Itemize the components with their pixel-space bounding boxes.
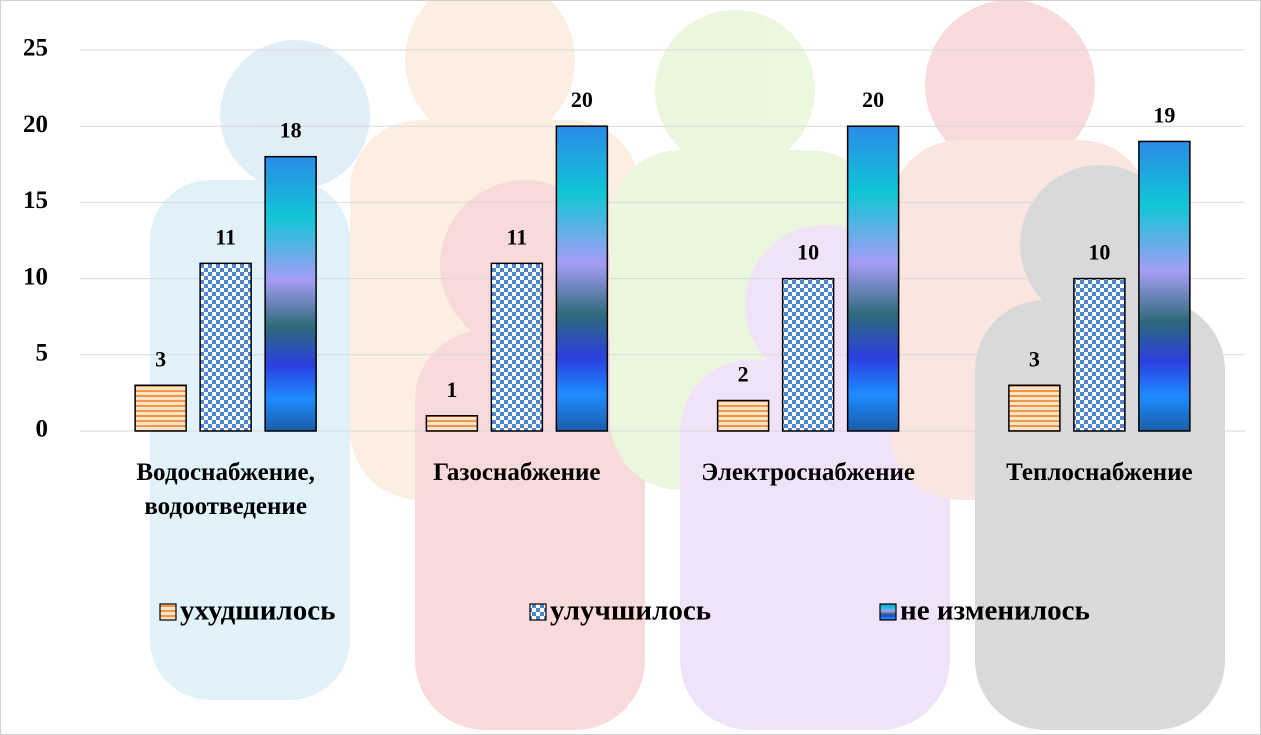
y-tick-label: 15 [23, 187, 48, 214]
data-label: 2 [738, 362, 749, 387]
data-label: 18 [280, 118, 302, 143]
x-tick-label: Теплоснабжение [1006, 459, 1193, 486]
bar [264, 155, 317, 432]
y-tick-label: 20 [23, 111, 48, 138]
bar [425, 415, 479, 432]
bar [846, 125, 900, 432]
legend-swatch [159, 603, 177, 621]
bar [781, 277, 835, 432]
x-tick-label: Водоснабжение, водоотведение [136, 459, 315, 520]
data-label: 11 [215, 224, 236, 249]
legend-label: ухудшилось [180, 595, 335, 627]
data-label: 10 [1088, 240, 1110, 265]
data-label: 1 [446, 377, 457, 402]
legend-label: улучшилось [550, 595, 711, 627]
y-tick-label: 0 [36, 416, 49, 443]
y-tick-label: 10 [23, 263, 48, 290]
legend-label: не изменилось [900, 595, 1090, 627]
legend-swatch [879, 603, 897, 621]
bar [1073, 277, 1126, 432]
data-label: 3 [155, 346, 166, 371]
legend-swatch [529, 603, 547, 621]
data-label: 20 [862, 87, 884, 112]
x-tick-label: Электроснабжение [701, 459, 916, 486]
bar [555, 125, 609, 432]
y-tick-label: 25 [23, 35, 48, 62]
x-tick-label: Газоснабжение [433, 459, 601, 486]
bar [490, 262, 544, 432]
data-label: 3 [1029, 346, 1040, 371]
data-label: 11 [506, 224, 527, 249]
bar [1138, 140, 1191, 432]
bar [134, 384, 187, 432]
bar [716, 399, 770, 432]
data-label: 10 [797, 240, 819, 265]
y-tick-label: 5 [36, 340, 49, 367]
data-label: 20 [571, 87, 593, 112]
data-label: 19 [1153, 102, 1175, 127]
bar [199, 262, 252, 432]
bar [1008, 384, 1061, 432]
